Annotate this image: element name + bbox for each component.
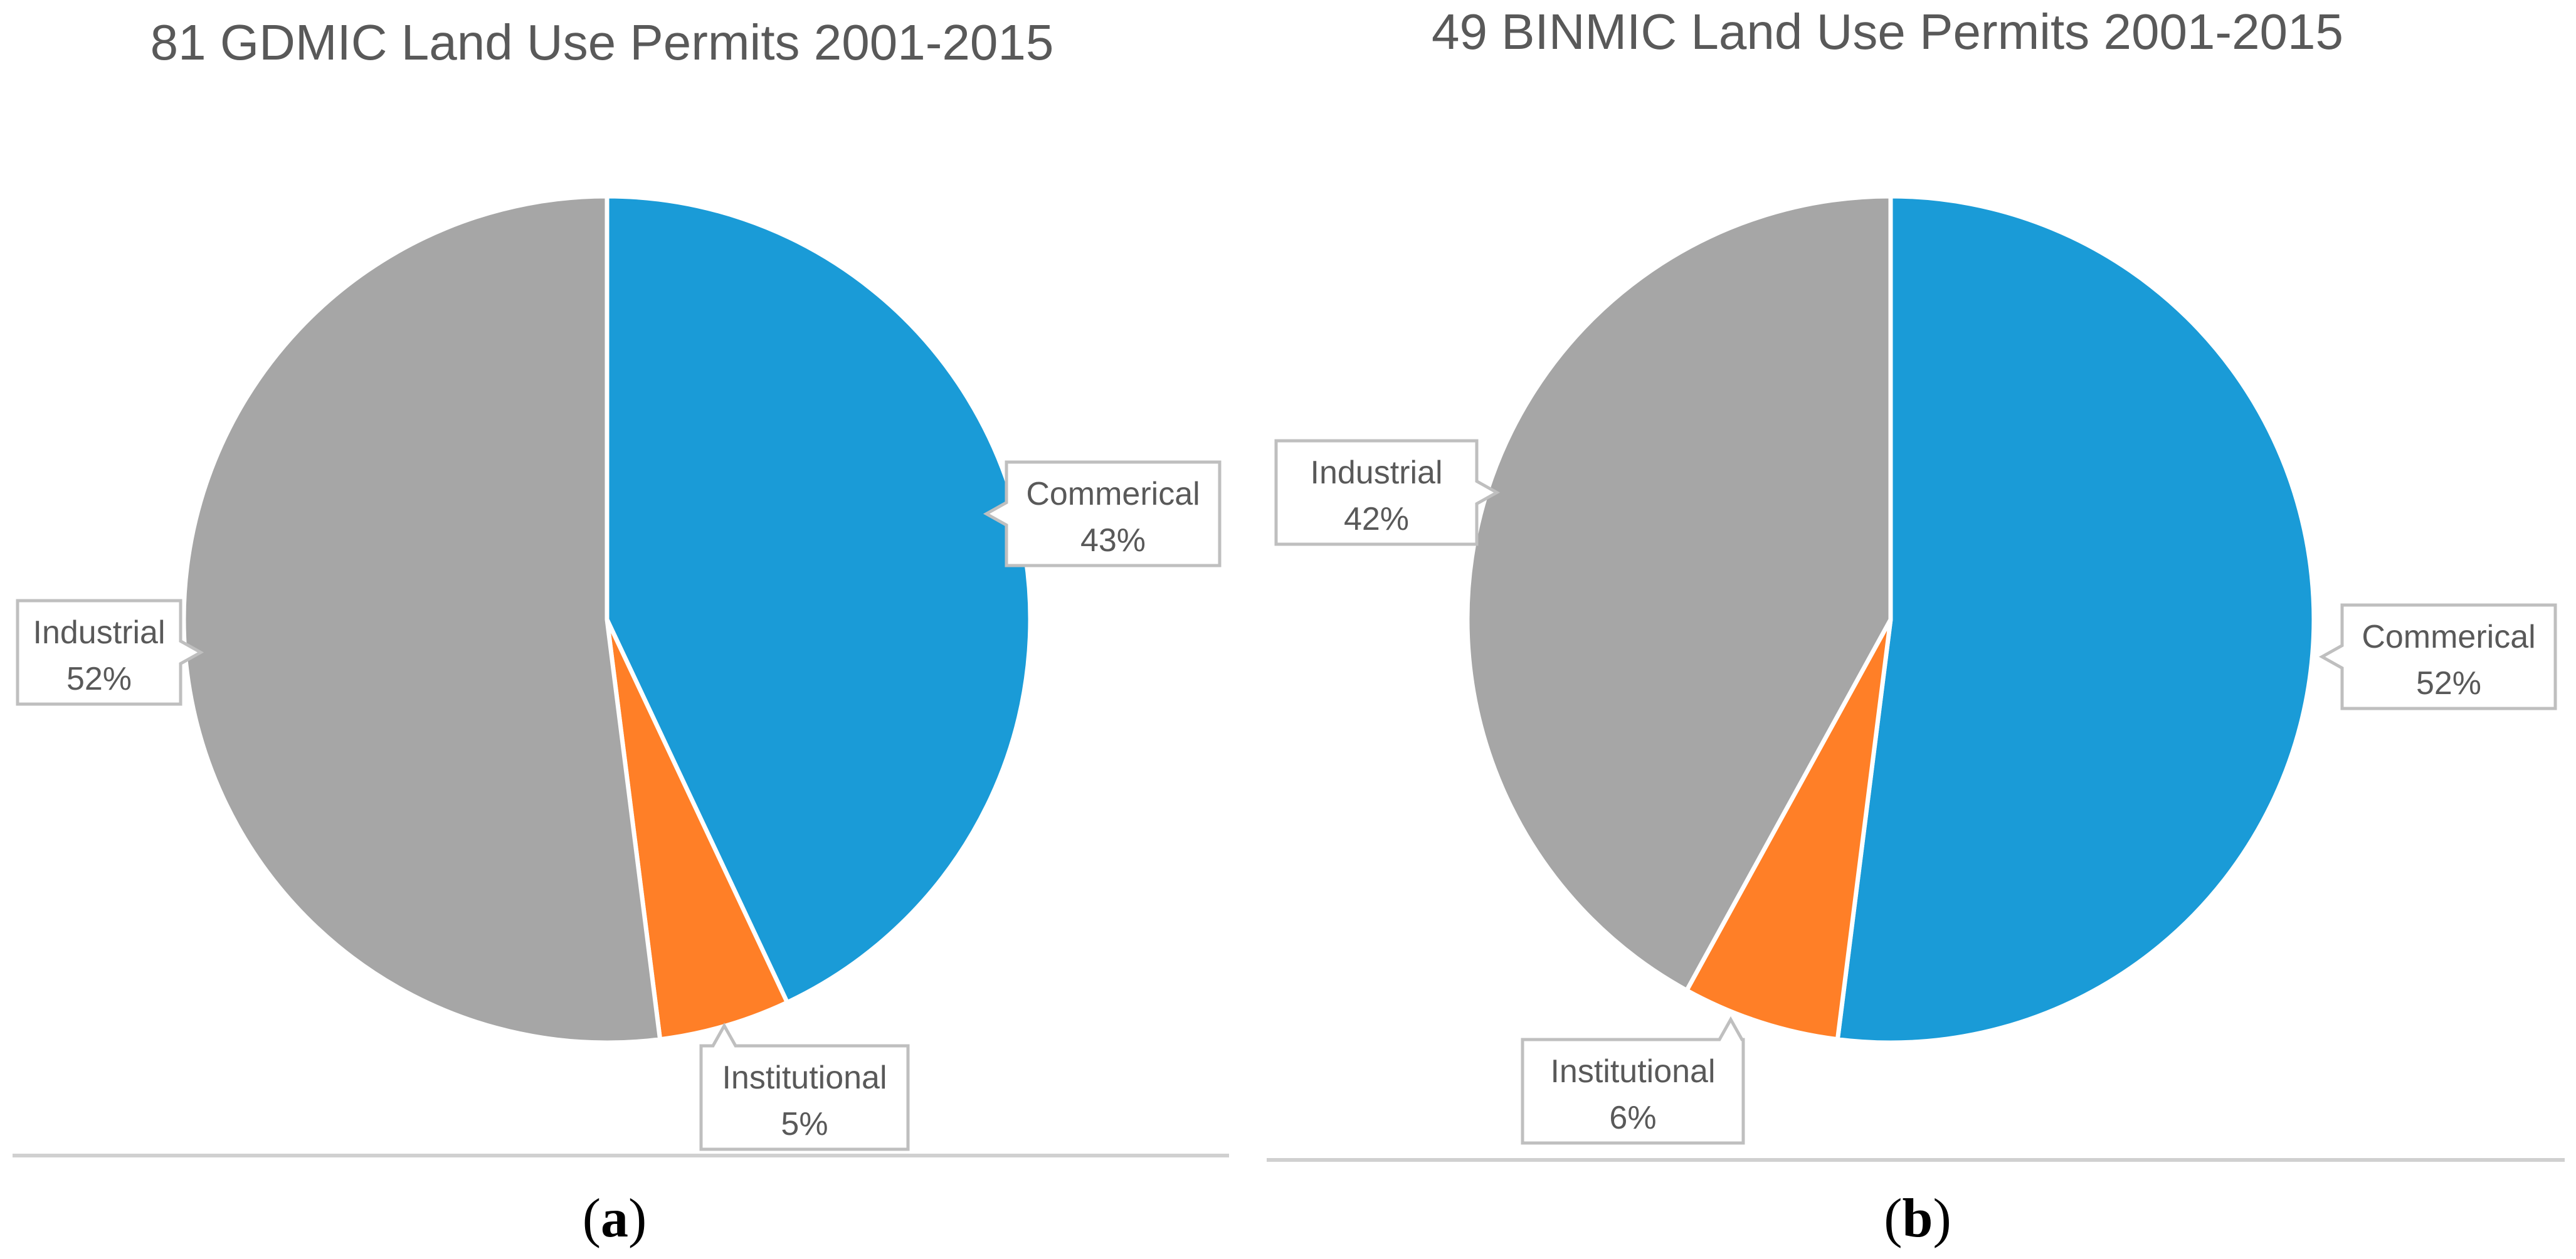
slice-label: Industrial bbox=[1311, 455, 1443, 491]
slice-label: Industrial bbox=[33, 614, 166, 651]
pie-slice-commerical bbox=[1835, 194, 2316, 1045]
chart-a-pie bbox=[181, 194, 1033, 1045]
slice-value-label: 5% bbox=[781, 1106, 828, 1142]
slice-value-label: 42% bbox=[1344, 501, 1409, 537]
pie-slice-industrial bbox=[1465, 194, 1893, 993]
chart-b-panel-label: (b) bbox=[1884, 1188, 1951, 1249]
callout-box bbox=[1274, 439, 1501, 546]
slice-value-label: 52% bbox=[66, 661, 132, 697]
chart-a-panel-label: (a) bbox=[583, 1188, 647, 1249]
pie-slice-industrial bbox=[181, 194, 663, 1045]
chart-b-title: 49 BINMIC Land Use Permits 2001-2015 bbox=[1432, 4, 2343, 60]
callout-institutional: Institutional 6% bbox=[1521, 1016, 1745, 1145]
chart-a-callouts: Commerical 43% Institutional 5% Industrial 52… bbox=[16, 460, 1222, 1151]
slice-label: Commerical bbox=[2362, 619, 2535, 655]
slice-value-label: 43% bbox=[1080, 522, 1146, 559]
callout-commerical: Commerical 43% bbox=[983, 460, 1222, 567]
slice-label: Institutional bbox=[722, 1060, 887, 1096]
callout-box bbox=[1521, 1016, 1745, 1145]
callout-box bbox=[2318, 603, 2557, 710]
chart-b: 49 BINMIC Land Use Permits 2001-2015 Com… bbox=[1267, 4, 2565, 1249]
chart-a: 81 GDMIC Land Use Permits 2001-2015 Comm… bbox=[13, 14, 1229, 1249]
chart-a-title: 81 GDMIC Land Use Permits 2001-2015 bbox=[150, 14, 1054, 70]
callout-box bbox=[699, 1022, 910, 1151]
slice-label: Commerical bbox=[1026, 476, 1200, 512]
pie-slice-institutional bbox=[1684, 617, 1893, 1042]
callout-industrial: Industrial 42% bbox=[1274, 439, 1501, 546]
callout-institutional: Institutional 5% bbox=[699, 1022, 910, 1151]
callout-commerical: Commerical 52% bbox=[2318, 603, 2557, 710]
callout-box bbox=[983, 460, 1222, 567]
chart-b-callouts: Commerical 52% Institutional 6% Industrial 42… bbox=[1274, 439, 2557, 1145]
slice-value-label: 6% bbox=[1609, 1100, 1656, 1136]
slice-label: Institutional bbox=[1550, 1053, 1715, 1090]
callout-box bbox=[16, 599, 204, 706]
callout-industrial: Industrial 52% bbox=[16, 599, 204, 706]
chart-b-pie bbox=[1465, 194, 2316, 1045]
slice-value-label: 52% bbox=[2416, 665, 2481, 702]
